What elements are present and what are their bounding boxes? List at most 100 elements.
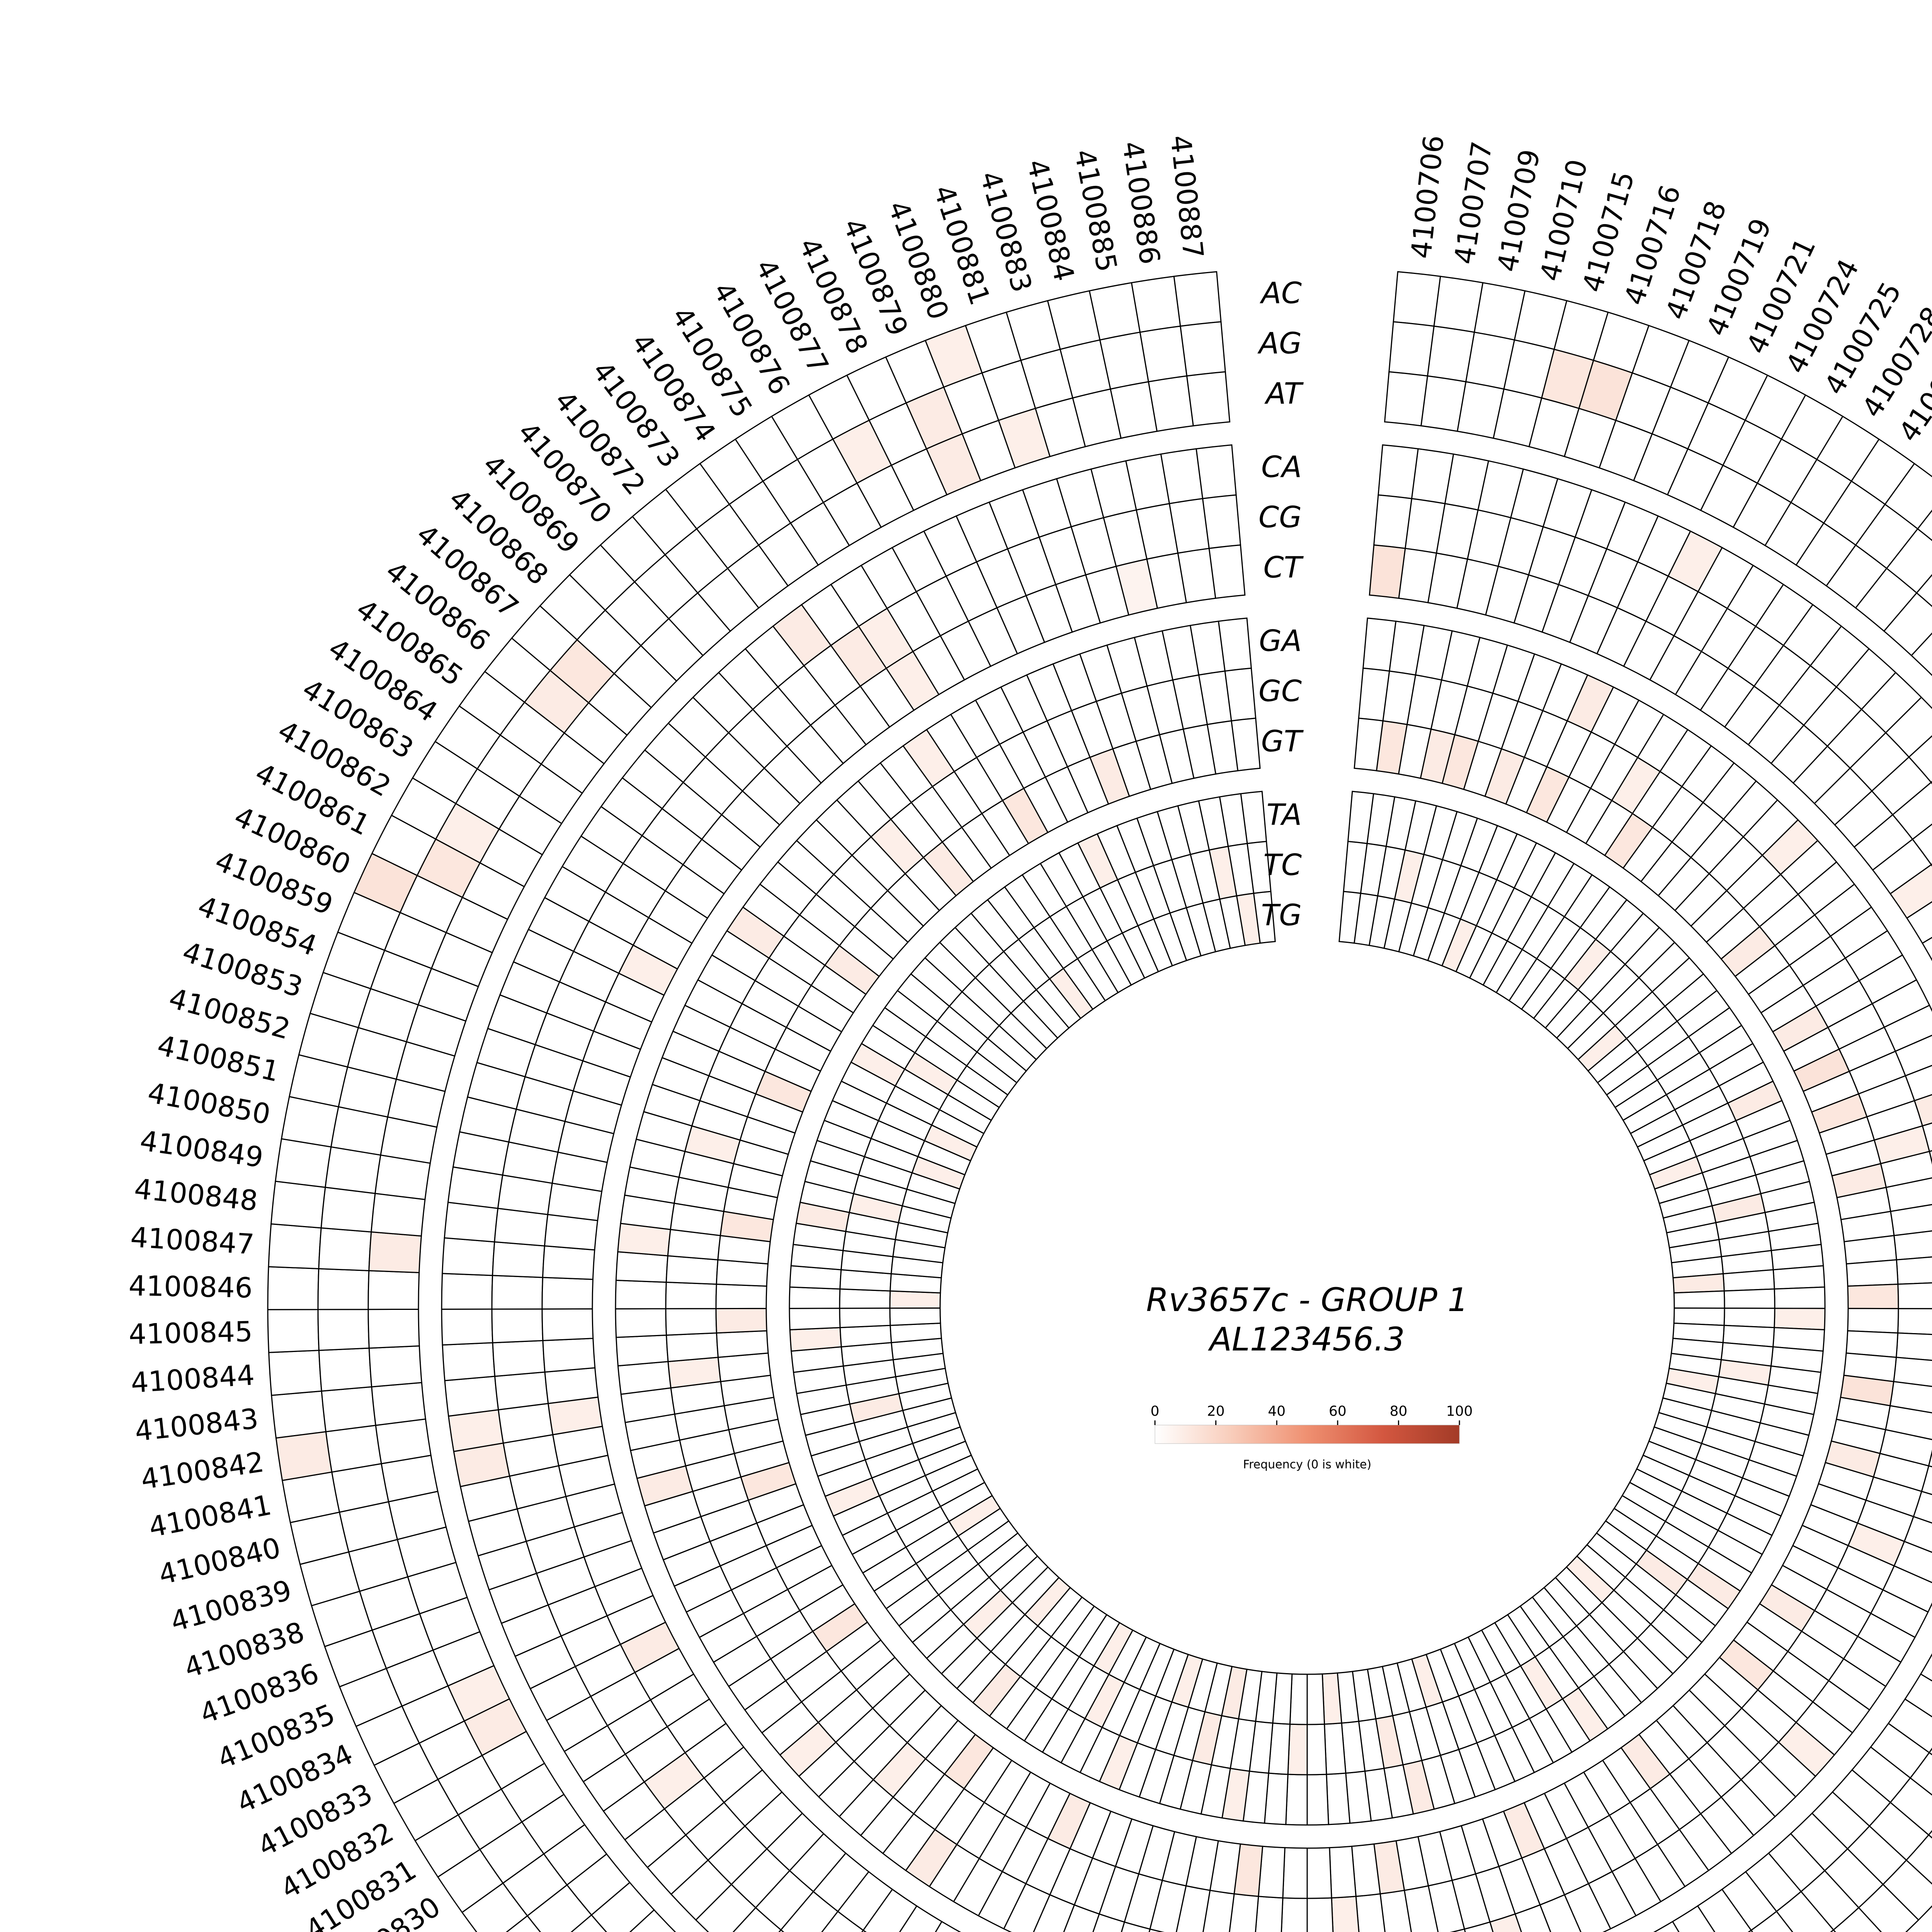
- heatmap-cell: [715, 1283, 767, 1310]
- legend-tick-label: 0: [1151, 1403, 1160, 1419]
- heatmap-cell: [275, 1431, 333, 1481]
- ring-label: GA: [1259, 624, 1302, 658]
- heatmap-cell: [268, 1350, 322, 1396]
- heatmap-cell: [492, 1340, 546, 1377]
- heatmap-cell: [1324, 1722, 1347, 1775]
- ring-label: TA: [1267, 798, 1302, 832]
- heatmap-cell: [1673, 1290, 1725, 1309]
- heatmap-cell: [1378, 444, 1419, 500]
- heatmap-cell: [615, 1251, 668, 1283]
- heatmap-cell: [542, 1245, 595, 1280]
- legend-tick-label: 20: [1207, 1403, 1225, 1419]
- heatmap-cell: [1287, 1723, 1308, 1776]
- ring-label: CT: [1264, 550, 1304, 585]
- ring-label: AG: [1257, 326, 1302, 361]
- position-label: 4100844: [130, 1359, 255, 1399]
- ring-label: AC: [1259, 276, 1302, 310]
- heatmap-cell: [318, 1227, 372, 1272]
- heatmap-cell: [1186, 371, 1231, 427]
- heatmap-cell: [1847, 1283, 1899, 1310]
- heatmap-cell: [1922, 937, 1932, 961]
- heatmap-cell: [789, 1308, 841, 1330]
- heatmap-cell: [494, 1371, 549, 1411]
- position-label: 4100847: [129, 1221, 255, 1261]
- heatmap-cell: [1139, 325, 1188, 383]
- heatmap-cell: [666, 1332, 719, 1362]
- heatmap-cell: [1202, 494, 1242, 549]
- legend-tick-label: 60: [1329, 1403, 1347, 1419]
- heatmap-cell: [1896, 1256, 1932, 1285]
- heatmap-cell: [1148, 375, 1194, 432]
- heatmap-cell: [1845, 1259, 1899, 1287]
- heatmap-cell: [617, 1361, 672, 1395]
- heatmap-cell: [789, 1327, 842, 1352]
- heatmap-cell: [1253, 891, 1276, 944]
- legend-tick-label: 40: [1268, 1403, 1286, 1419]
- heatmap-cell: [320, 1187, 376, 1233]
- heatmap-cell: [1281, 1897, 1308, 1932]
- legend-tick-label: 100: [1446, 1403, 1473, 1419]
- heatmap-cell: [318, 1347, 372, 1392]
- heatmap-cell: [1131, 276, 1181, 333]
- heatmap-cell: [1231, 718, 1261, 772]
- heatmap-cell: [615, 1279, 667, 1310]
- heatmap-cell: [615, 1308, 667, 1338]
- position-label: 4100707: [1448, 139, 1498, 267]
- heatmap-cell: [368, 1345, 422, 1388]
- heatmap-cell: [371, 1382, 426, 1426]
- heatmap-cell: [1384, 371, 1429, 427]
- heatmap-cell: [1289, 1673, 1308, 1725]
- position-label: 4100850: [145, 1076, 273, 1131]
- position-label: 4100885: [1068, 147, 1123, 275]
- heatmap-cell: [1282, 1847, 1308, 1899]
- position-label: 4100848: [133, 1172, 260, 1217]
- heatmap-cell: [544, 1367, 599, 1404]
- heatmap-cell: [1723, 1307, 1776, 1328]
- heatmap-cell: [442, 1342, 496, 1381]
- colorbar-ticks: 0 20 40 60 80 100: [1151, 1403, 1473, 1425]
- heatmap-cell: [1331, 1896, 1360, 1932]
- heatmap-cell: [616, 1334, 669, 1367]
- heatmap-cell: [716, 1330, 769, 1358]
- ring-label: GC: [1259, 674, 1302, 708]
- heatmap-cell: [1388, 321, 1435, 377]
- ring-label: GT: [1261, 724, 1304, 759]
- heatmap-cell: [1306, 1774, 1329, 1826]
- colorbar-label: Frequency (0 is white): [1243, 1458, 1371, 1471]
- heatmap-cell: [1897, 1308, 1932, 1335]
- heatmap-cell: [492, 1241, 546, 1278]
- heatmap-cell: [1306, 1673, 1325, 1725]
- heatmap-cell: [1218, 617, 1252, 672]
- heatmap-cell: [367, 1270, 420, 1310]
- heatmap-cell: [368, 1231, 422, 1274]
- heatmap-cell: [665, 1281, 717, 1310]
- heatmap-cell: [267, 1266, 320, 1310]
- heatmap-cell: [1173, 271, 1222, 327]
- heatmap-cell: [441, 1308, 493, 1346]
- heatmap-cell: [1910, 632, 1932, 676]
- position-label: 4100887: [1164, 134, 1210, 260]
- heatmap-cell: [1306, 1847, 1332, 1899]
- heatmap-cell: [1196, 444, 1237, 500]
- heatmap-cell: [271, 1390, 327, 1439]
- heatmap-cell: [441, 1273, 493, 1310]
- heatmap-cell: [1306, 1723, 1327, 1776]
- heatmap-cell: [1306, 1897, 1334, 1932]
- colorbar-legend: 0 20 40 60 80 100 Frequency (0 is white): [1151, 1403, 1473, 1471]
- heatmap-cell: [1180, 321, 1226, 377]
- ring-labels: AC AG AT CA CG CT GA GC GT TA TC TG: [1257, 276, 1304, 932]
- position-label: 4100843: [133, 1402, 260, 1447]
- heatmap-cell: [665, 1255, 719, 1285]
- heatmap-cell: [1672, 1273, 1725, 1294]
- position-label: 4100841: [146, 1488, 274, 1543]
- chart-title: Rv3657c - GROUP 1: [1146, 1281, 1468, 1319]
- legend-tick-label: 80: [1389, 1403, 1407, 1419]
- heatmap-cell: [1847, 1308, 1899, 1334]
- heatmap-cell: [1653, 1920, 1680, 1932]
- heatmap-cell: [1897, 1282, 1932, 1310]
- ring-label: TG: [1261, 898, 1302, 932]
- heatmap-rings: [267, 271, 1932, 1932]
- heatmap-cell: [889, 1290, 941, 1309]
- heatmap-cell: [1722, 1269, 1775, 1292]
